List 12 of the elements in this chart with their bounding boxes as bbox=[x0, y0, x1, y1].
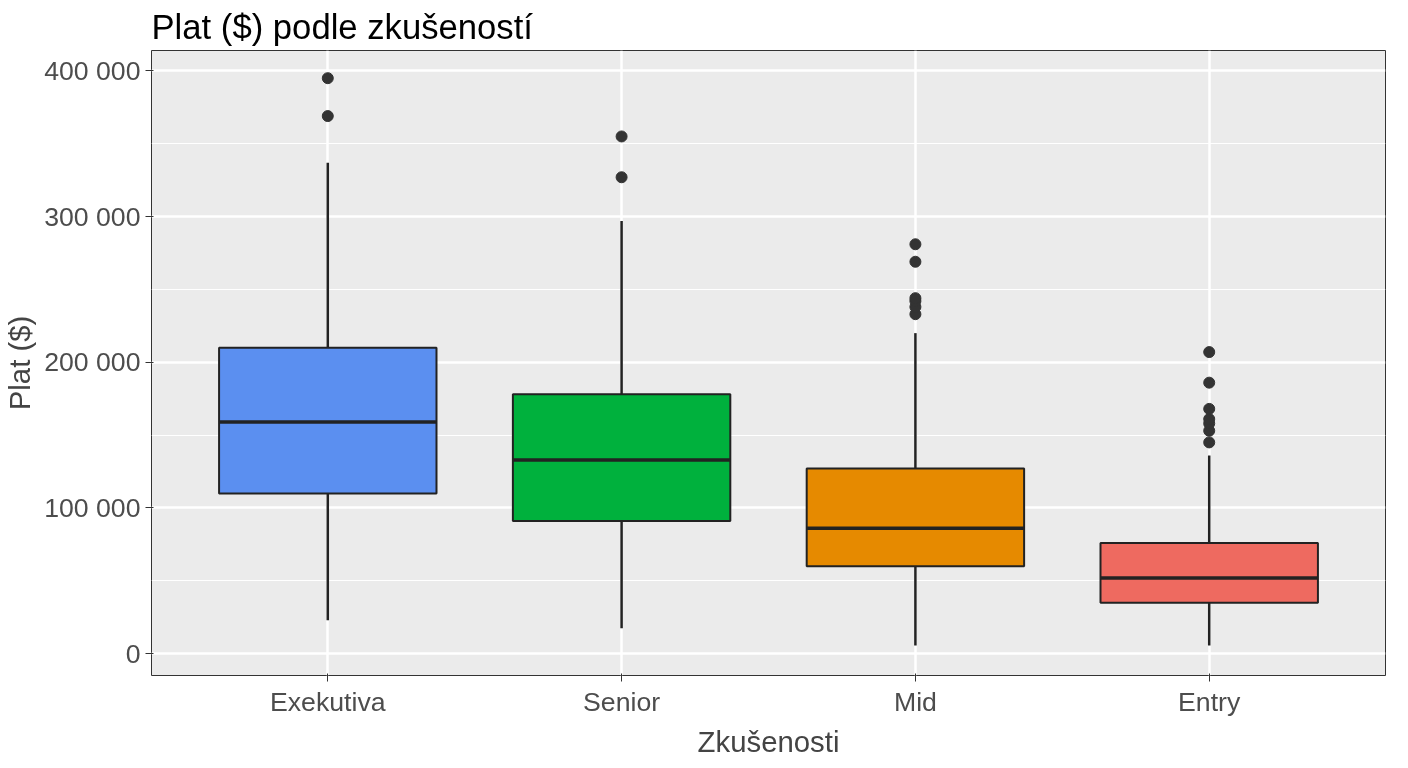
x-tick-label: Entry bbox=[1178, 686, 1241, 717]
x-tick-label: Mid bbox=[893, 686, 937, 717]
y-tick-label: 300 000 bbox=[44, 201, 141, 232]
y-tick-label: 200 000 bbox=[44, 347, 141, 378]
y-axis-title: Plat ($) bbox=[3, 315, 37, 411]
x-tick-label: Exekutiva bbox=[270, 686, 386, 717]
chart-title: Plat ($) podle zkušeností bbox=[151, 7, 534, 46]
x-axis-title: Zkušenosti bbox=[697, 724, 840, 758]
y-tick-label: 400 000 bbox=[44, 55, 141, 86]
y-tick-label: 100 000 bbox=[44, 492, 141, 523]
y-tick-label: 0 bbox=[125, 638, 141, 669]
x-tick-label: Senior bbox=[583, 686, 661, 717]
